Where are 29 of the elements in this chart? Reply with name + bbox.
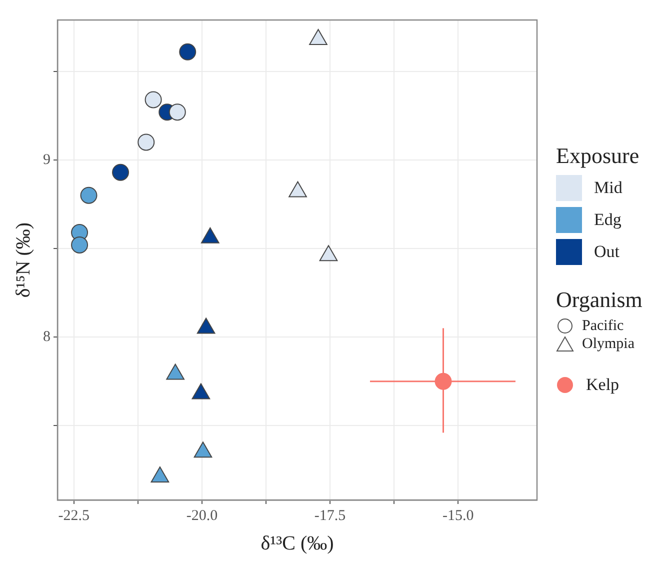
point xyxy=(319,245,338,262)
point xyxy=(144,91,162,108)
legend-label: Mid xyxy=(594,178,622,198)
y-axis-title: δ¹⁵N (‰) xyxy=(12,222,34,298)
text: Organism xyxy=(556,287,642,313)
point xyxy=(179,43,196,60)
legend-label: Out xyxy=(594,242,620,262)
x-tick-label: -22.5 xyxy=(58,508,90,524)
x-axis-title: δ¹³C (‰) xyxy=(260,532,334,554)
point xyxy=(138,134,155,151)
point xyxy=(196,318,216,334)
point xyxy=(71,236,88,254)
point xyxy=(150,466,170,482)
point xyxy=(80,186,98,204)
point xyxy=(166,364,184,380)
legend-label: Kelp xyxy=(586,375,620,395)
legend-label: Edg xyxy=(594,210,622,230)
point xyxy=(112,164,130,181)
point xyxy=(194,442,212,458)
x-tick-label: -20.0 xyxy=(186,508,218,524)
point xyxy=(192,383,210,400)
x-tick-label: -15.0 xyxy=(442,508,474,524)
y-tick-label: 9 xyxy=(43,152,50,168)
text: Olympia xyxy=(582,336,634,352)
y-tick-label: 8 xyxy=(43,328,50,345)
x-tick-label: -17.5 xyxy=(314,508,346,524)
text: Pacific xyxy=(582,318,624,334)
point xyxy=(168,104,186,121)
legend-title: Exposure xyxy=(556,143,640,169)
